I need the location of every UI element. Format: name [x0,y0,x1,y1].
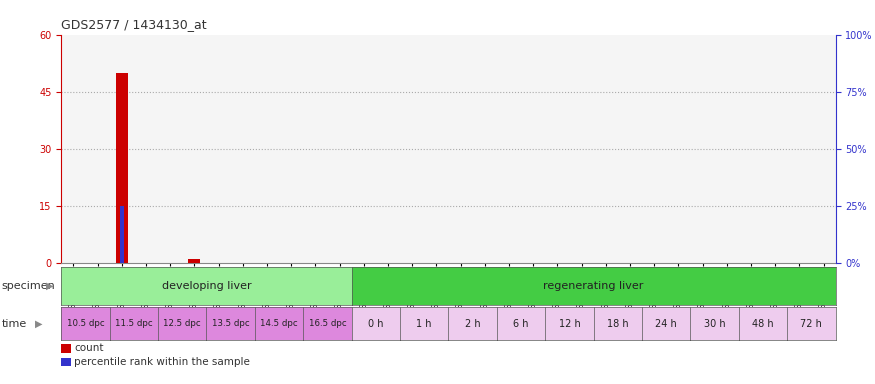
Text: ▶: ▶ [35,318,43,329]
Text: 11.5 dpc: 11.5 dpc [115,319,152,328]
Text: 10.5 dpc: 10.5 dpc [66,319,104,328]
Bar [120,206,124,263]
Text: 1 h: 1 h [416,318,432,329]
Bar [61,358,71,366]
Text: 13.5 dpc: 13.5 dpc [212,319,249,328]
Text: 0 h: 0 h [368,318,383,329]
Text: 6 h: 6 h [514,318,528,329]
Text: 24 h: 24 h [655,318,677,329]
Text: time: time [2,318,27,329]
Text: specimen: specimen [2,281,55,291]
Text: developing liver: developing liver [162,281,251,291]
Text: 30 h: 30 h [704,318,725,329]
Text: regenerating liver: regenerating liver [543,281,644,291]
Bar [188,259,200,263]
Text: count: count [74,343,104,354]
Text: 2 h: 2 h [465,318,480,329]
Text: 16.5 dpc: 16.5 dpc [309,319,347,328]
Bar [116,73,128,263]
Text: 12.5 dpc: 12.5 dpc [164,319,201,328]
Text: percentile rank within the sample: percentile rank within the sample [74,357,250,367]
Text: GDS2577 / 1434130_at: GDS2577 / 1434130_at [61,18,206,31]
Bar [61,344,71,353]
Text: 72 h: 72 h [801,318,822,329]
Text: 18 h: 18 h [607,318,628,329]
Text: 14.5 dpc: 14.5 dpc [260,319,298,328]
Text: 12 h: 12 h [558,318,580,329]
Text: ▶: ▶ [46,281,53,291]
Text: 48 h: 48 h [752,318,774,329]
